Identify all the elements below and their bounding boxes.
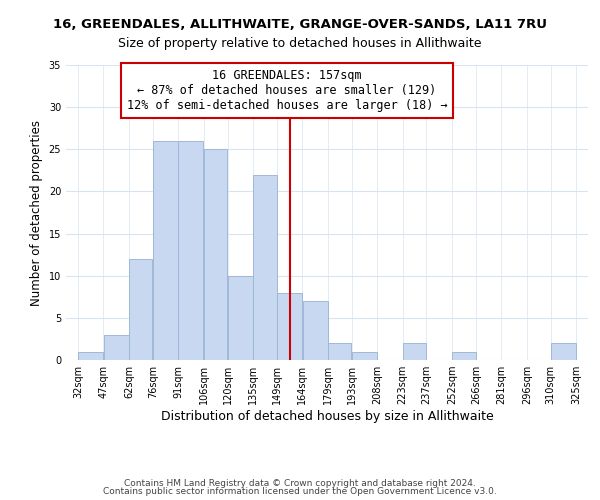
Text: 16 GREENDALES: 157sqm
← 87% of detached houses are smaller (129)
12% of semi-det: 16 GREENDALES: 157sqm ← 87% of detached … (127, 69, 448, 112)
X-axis label: Distribution of detached houses by size in Allithwaite: Distribution of detached houses by size … (161, 410, 493, 423)
Bar (228, 276, 253, 360)
Text: 16, GREENDALES, ALLITHWAITE, GRANGE-OVER-SANDS, LA11 7RU: 16, GREENDALES, ALLITHWAITE, GRANGE-OVER… (53, 18, 547, 30)
Bar (352, 352, 377, 360)
Bar (78, 352, 103, 360)
Bar (129, 259, 152, 360)
Text: Contains HM Land Registry data © Crown copyright and database right 2024.: Contains HM Land Registry data © Crown c… (124, 478, 476, 488)
Bar (403, 343, 426, 360)
Bar (328, 343, 352, 360)
Bar (277, 292, 302, 360)
Bar (153, 141, 178, 360)
Bar (452, 352, 476, 360)
Bar (551, 343, 576, 360)
Bar (302, 301, 328, 360)
Y-axis label: Number of detached properties: Number of detached properties (30, 120, 43, 306)
Bar (253, 174, 277, 360)
Bar (178, 141, 203, 360)
Bar (204, 150, 227, 360)
Bar (104, 334, 128, 360)
Text: Contains public sector information licensed under the Open Government Licence v3: Contains public sector information licen… (103, 487, 497, 496)
Text: Size of property relative to detached houses in Allithwaite: Size of property relative to detached ho… (118, 38, 482, 51)
